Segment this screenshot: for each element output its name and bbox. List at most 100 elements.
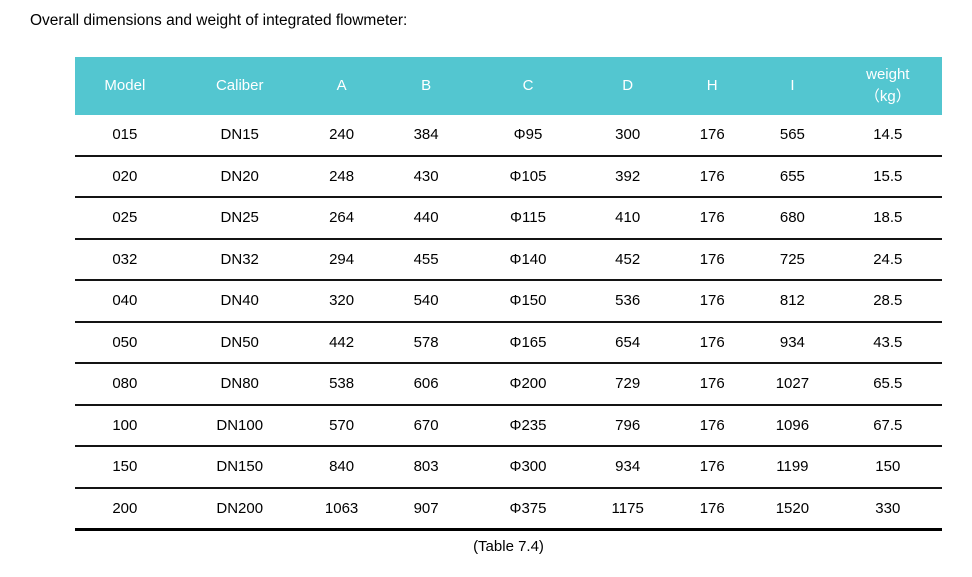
table-cell: 570 <box>329 416 355 434</box>
table-cell: 24.5 <box>873 250 903 268</box>
table-cell: 040 <box>112 292 138 310</box>
table-caption: (Table 7.4) <box>473 538 544 555</box>
table-row: 100 DN100 570 670 Φ235 796 176 1096 67.5 <box>75 405 942 446</box>
table-cell: DN80 <box>220 375 259 393</box>
table-cell: 606 <box>413 375 439 393</box>
table-body: 015 DN15 240 384 Φ95 300 176 565 14.5 020 DN20 248 4… <box>75 115 942 530</box>
table-cell: 1175 <box>611 499 644 517</box>
table-cell: 176 <box>699 126 725 144</box>
table-cell: 176 <box>699 292 725 310</box>
table-cell: 65.5 <box>873 375 903 393</box>
column-header-label: I <box>790 76 795 94</box>
table-cell: 176 <box>699 416 725 434</box>
table-cell: 725 <box>779 250 805 268</box>
table-row: 015 DN15 240 384 Φ95 300 176 565 14.5 <box>75 115 942 156</box>
table-cell: DN100 <box>216 416 264 434</box>
table-cell: Φ200 <box>509 375 547 393</box>
column-header-caliber: Caliber <box>174 57 305 115</box>
table-cell: 025 <box>112 209 138 227</box>
column-header-i: I <box>751 57 834 115</box>
table-cell: 578 <box>413 333 439 351</box>
table-cell: Φ150 <box>509 292 547 310</box>
column-header-h: H <box>673 57 752 115</box>
table-row: 050 DN50 442 578 Φ165 654 176 934 43.5 <box>75 322 942 363</box>
table-cell: 080 <box>112 375 138 393</box>
column-header-model: Model <box>75 57 175 115</box>
table-cell: 18.5 <box>873 209 903 227</box>
table-cell: 28.5 <box>873 292 903 310</box>
table-cell: 050 <box>112 333 138 351</box>
table-cell: 264 <box>329 209 355 227</box>
table-cell: Φ375 <box>509 499 547 517</box>
table-row: 032 DN32 294 455 Φ140 452 176 725 24.5 <box>75 239 942 280</box>
table-cell: Φ300 <box>509 458 547 476</box>
table-cell: DN150 <box>216 458 264 476</box>
table-cell: DN20 <box>220 167 259 185</box>
table-cell: 015 <box>112 126 138 144</box>
table-cell: Φ115 <box>510 209 546 227</box>
table-cell: 796 <box>615 416 641 434</box>
table-cell: 176 <box>699 458 725 476</box>
column-header-label: Caliber <box>215 76 264 94</box>
table-cell: 176 <box>699 333 725 351</box>
table-cell: 1027 <box>775 375 810 393</box>
column-header-label: weight <box>866 65 910 83</box>
table-cell: 020 <box>112 167 138 185</box>
table-cell: DN200 <box>216 499 264 517</box>
table-cell: 430 <box>413 167 439 185</box>
table-cell: 1520 <box>775 499 810 517</box>
table-cell: 300 <box>615 126 641 144</box>
table-row: 025 DN25 264 440 Φ115 410 176 680 18.5 <box>75 197 942 239</box>
table-cell: Φ95 <box>513 126 543 144</box>
table-row: 200 DN200 1063 907 Φ375 1175 176 1520 330 <box>75 488 942 530</box>
table-cell: Φ140 <box>509 250 547 268</box>
column-header-label: Model <box>104 76 146 94</box>
table-cell: 14.5 <box>873 126 903 144</box>
column-header-label: D <box>622 76 634 94</box>
table-row: 020 DN20 248 430 Φ105 392 176 655 15.5 <box>75 156 942 197</box>
table-cell: 150 <box>112 458 138 476</box>
table-cell: 840 <box>329 458 355 476</box>
table-cell: 812 <box>779 292 805 310</box>
table-cell: 455 <box>413 250 439 268</box>
table-cell: 907 <box>413 499 439 517</box>
table-cell: 384 <box>413 126 439 144</box>
column-header-label: A <box>336 76 347 94</box>
column-header-label: B <box>421 76 432 94</box>
table-cell: 176 <box>699 499 725 517</box>
table-cell: 240 <box>329 126 355 144</box>
table-cell: 200 <box>112 499 138 517</box>
column-header-b: B <box>378 57 474 115</box>
table-cell: 15.5 <box>873 167 903 185</box>
table-cell: 538 <box>329 375 355 393</box>
table-cell: 320 <box>329 292 355 310</box>
table-cell: 536 <box>615 292 641 310</box>
table-cell: 1063 <box>324 499 359 517</box>
column-header-a: A <box>304 57 379 115</box>
table-cell: 934 <box>615 458 641 476</box>
table-cell: 032 <box>112 250 138 268</box>
table-cell: 176 <box>699 375 725 393</box>
table-cell: 1096 <box>775 416 810 434</box>
table-cell: 43.5 <box>873 333 903 351</box>
table-cell: 330 <box>875 499 901 517</box>
table-cell: 452 <box>615 250 641 268</box>
table-cell: DN50 <box>220 333 259 351</box>
table-cell: 803 <box>413 458 439 476</box>
table-cell: 176 <box>699 209 725 227</box>
table-cell: Φ235 <box>509 416 547 434</box>
column-header-label: C <box>522 76 534 94</box>
table-cell: 176 <box>699 167 725 185</box>
table-cell: 654 <box>615 333 641 351</box>
table-cell: 294 <box>329 250 355 268</box>
table-row: 080 DN80 538 606 Φ200 729 176 1027 65.5 <box>75 363 942 405</box>
table-row: 150 DN150 840 803 Φ300 934 176 1199 150 <box>75 446 942 488</box>
column-header-label: H <box>706 76 718 94</box>
column-header-d: D <box>582 57 674 115</box>
table-cell: Φ105 <box>509 167 547 185</box>
